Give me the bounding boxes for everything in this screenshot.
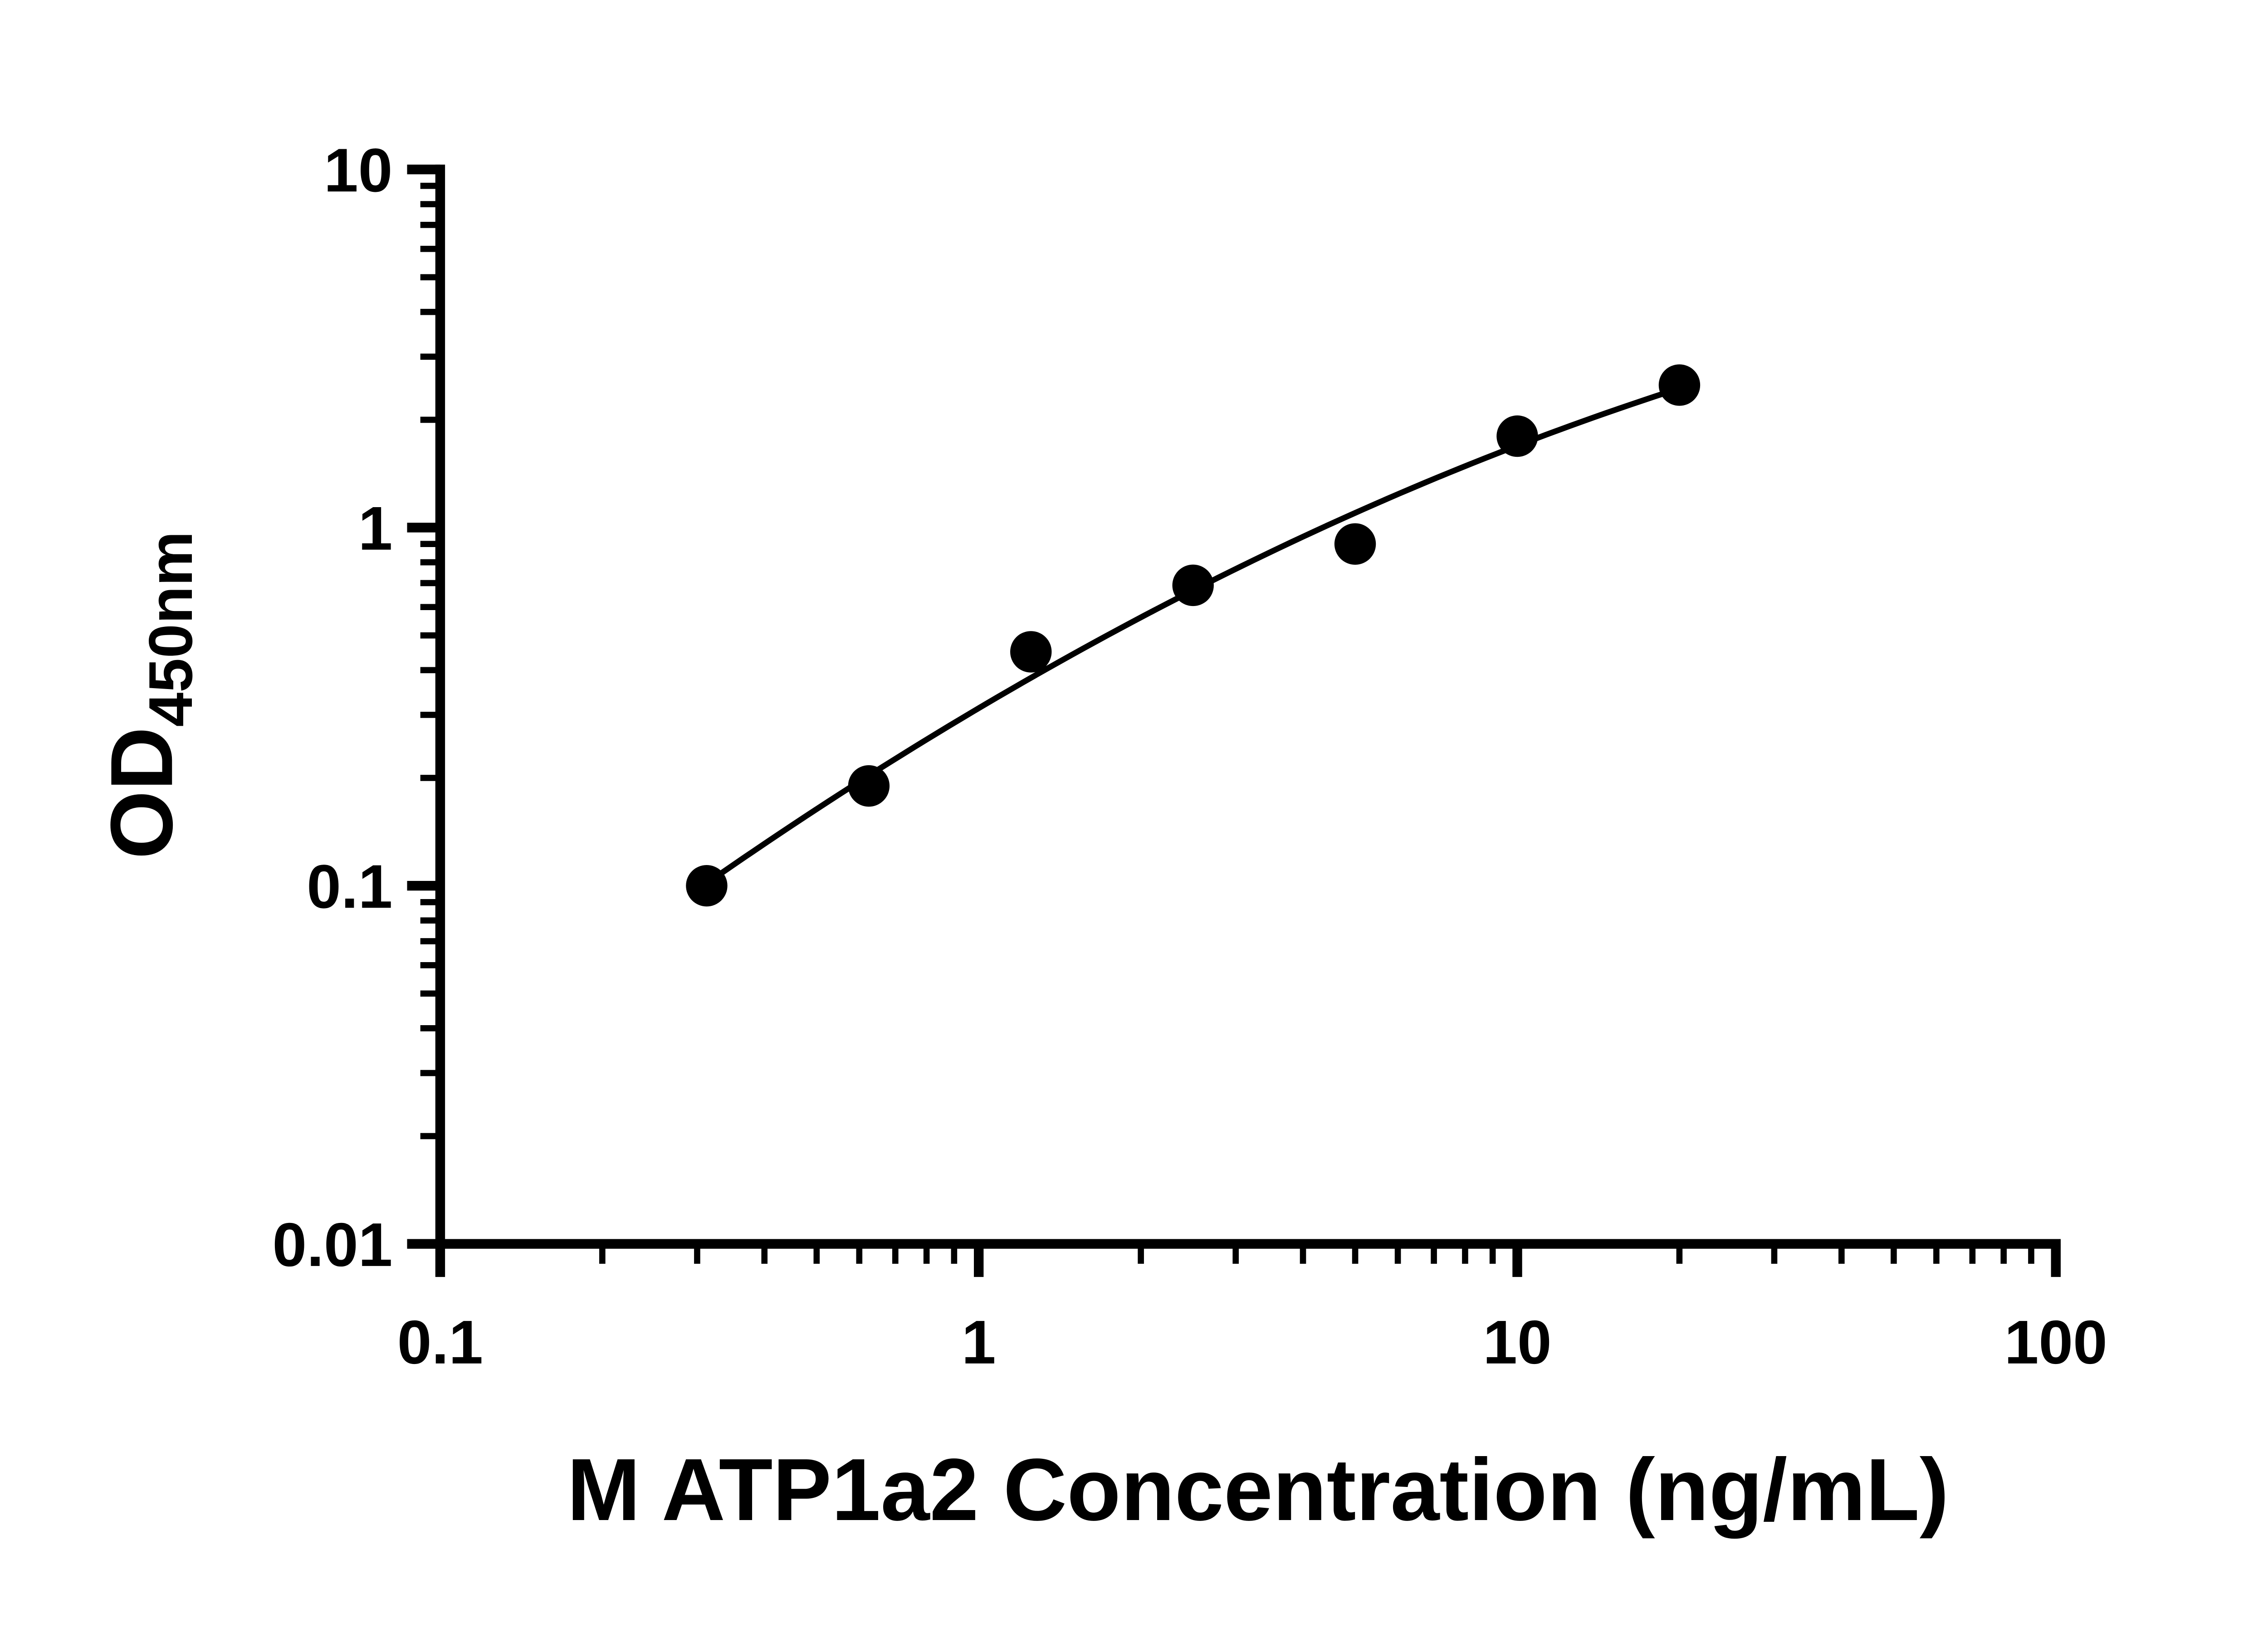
y-axis-title: OD450nm — [93, 531, 205, 859]
x-tick-label: 100 — [2004, 1308, 2107, 1377]
x-axis-title: M ATP1a2 Concentration (ng/mL) — [567, 1441, 1949, 1539]
data-point — [1496, 415, 1538, 457]
x-tick-label: 10 — [1483, 1308, 1551, 1377]
y-tick-label: 0.01 — [272, 1210, 392, 1279]
data-point — [1334, 523, 1376, 565]
y-axis-title-subscript: 450nm — [136, 531, 205, 727]
axis-spines — [435, 164, 2061, 1249]
y-tick-label: 10 — [324, 136, 392, 205]
x-tick-label: 0.1 — [397, 1308, 483, 1377]
data-point — [686, 865, 728, 907]
x-tick-label: 1 — [962, 1308, 996, 1377]
data-point — [848, 765, 890, 807]
data-point — [1658, 364, 1701, 406]
data-point — [1010, 631, 1052, 673]
y-tick-label: 0.1 — [307, 852, 392, 921]
y-tick-label: 1 — [358, 494, 393, 563]
fit-curve — [704, 386, 1682, 886]
y-axis-title-main: OD — [93, 727, 191, 859]
data-point — [1172, 564, 1214, 606]
